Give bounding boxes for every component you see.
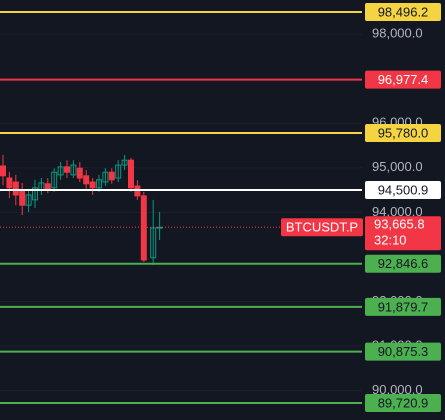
y-tick-label: 95,000.0 [372,159,423,174]
candle-body [140,195,147,261]
candle-body [12,181,19,196]
candle-body [128,159,134,189]
level-label: 91,879.7 [378,299,429,314]
level-label-box [365,394,441,413]
y-tick-label: 98,000.0 [372,26,423,41]
symbol-label: BTCUSDT.P [286,220,358,235]
level-label-box [365,70,441,89]
candle-body [32,187,38,201]
level-label-box [365,124,441,143]
current-price-box [365,216,441,251]
countdown-label: 32:10 [374,233,407,248]
y-tick-label: 94,000.0 [372,204,423,219]
candle-body [121,159,128,166]
candle-body [70,164,77,176]
level-label: 95,780.0 [378,125,429,140]
candle-body [57,166,64,176]
symbol-box [281,218,363,237]
level-label: 98,496.2 [378,4,429,19]
level-label: 94,500.9 [378,182,429,197]
level-label: 92,846.6 [378,256,429,271]
candle-body [0,165,6,177]
level-label: 96,977.4 [378,72,429,87]
candle-body [25,194,32,206]
candle-body [64,166,70,173]
candle-body [76,167,83,179]
level-label: 89,720.9 [378,395,429,410]
level-label-box [365,254,441,273]
candle-body [89,181,96,189]
candle-body [6,177,13,189]
candle-body [51,171,58,189]
candle-body [19,189,26,206]
candle-body [108,171,115,181]
candle-body [102,171,109,183]
candle-body [115,164,122,179]
candle-body [83,175,90,185]
level-label-box [365,2,441,21]
candle-body [96,179,102,189]
level-label-box [365,297,441,316]
level-label: 90,875.3 [378,344,429,359]
level-label-box [365,342,441,361]
level-label-box [365,181,441,200]
y-tick-label: 90,000.0 [372,382,423,397]
candle-body [150,227,157,259]
current-price-label: 93,665.8 [374,217,425,232]
